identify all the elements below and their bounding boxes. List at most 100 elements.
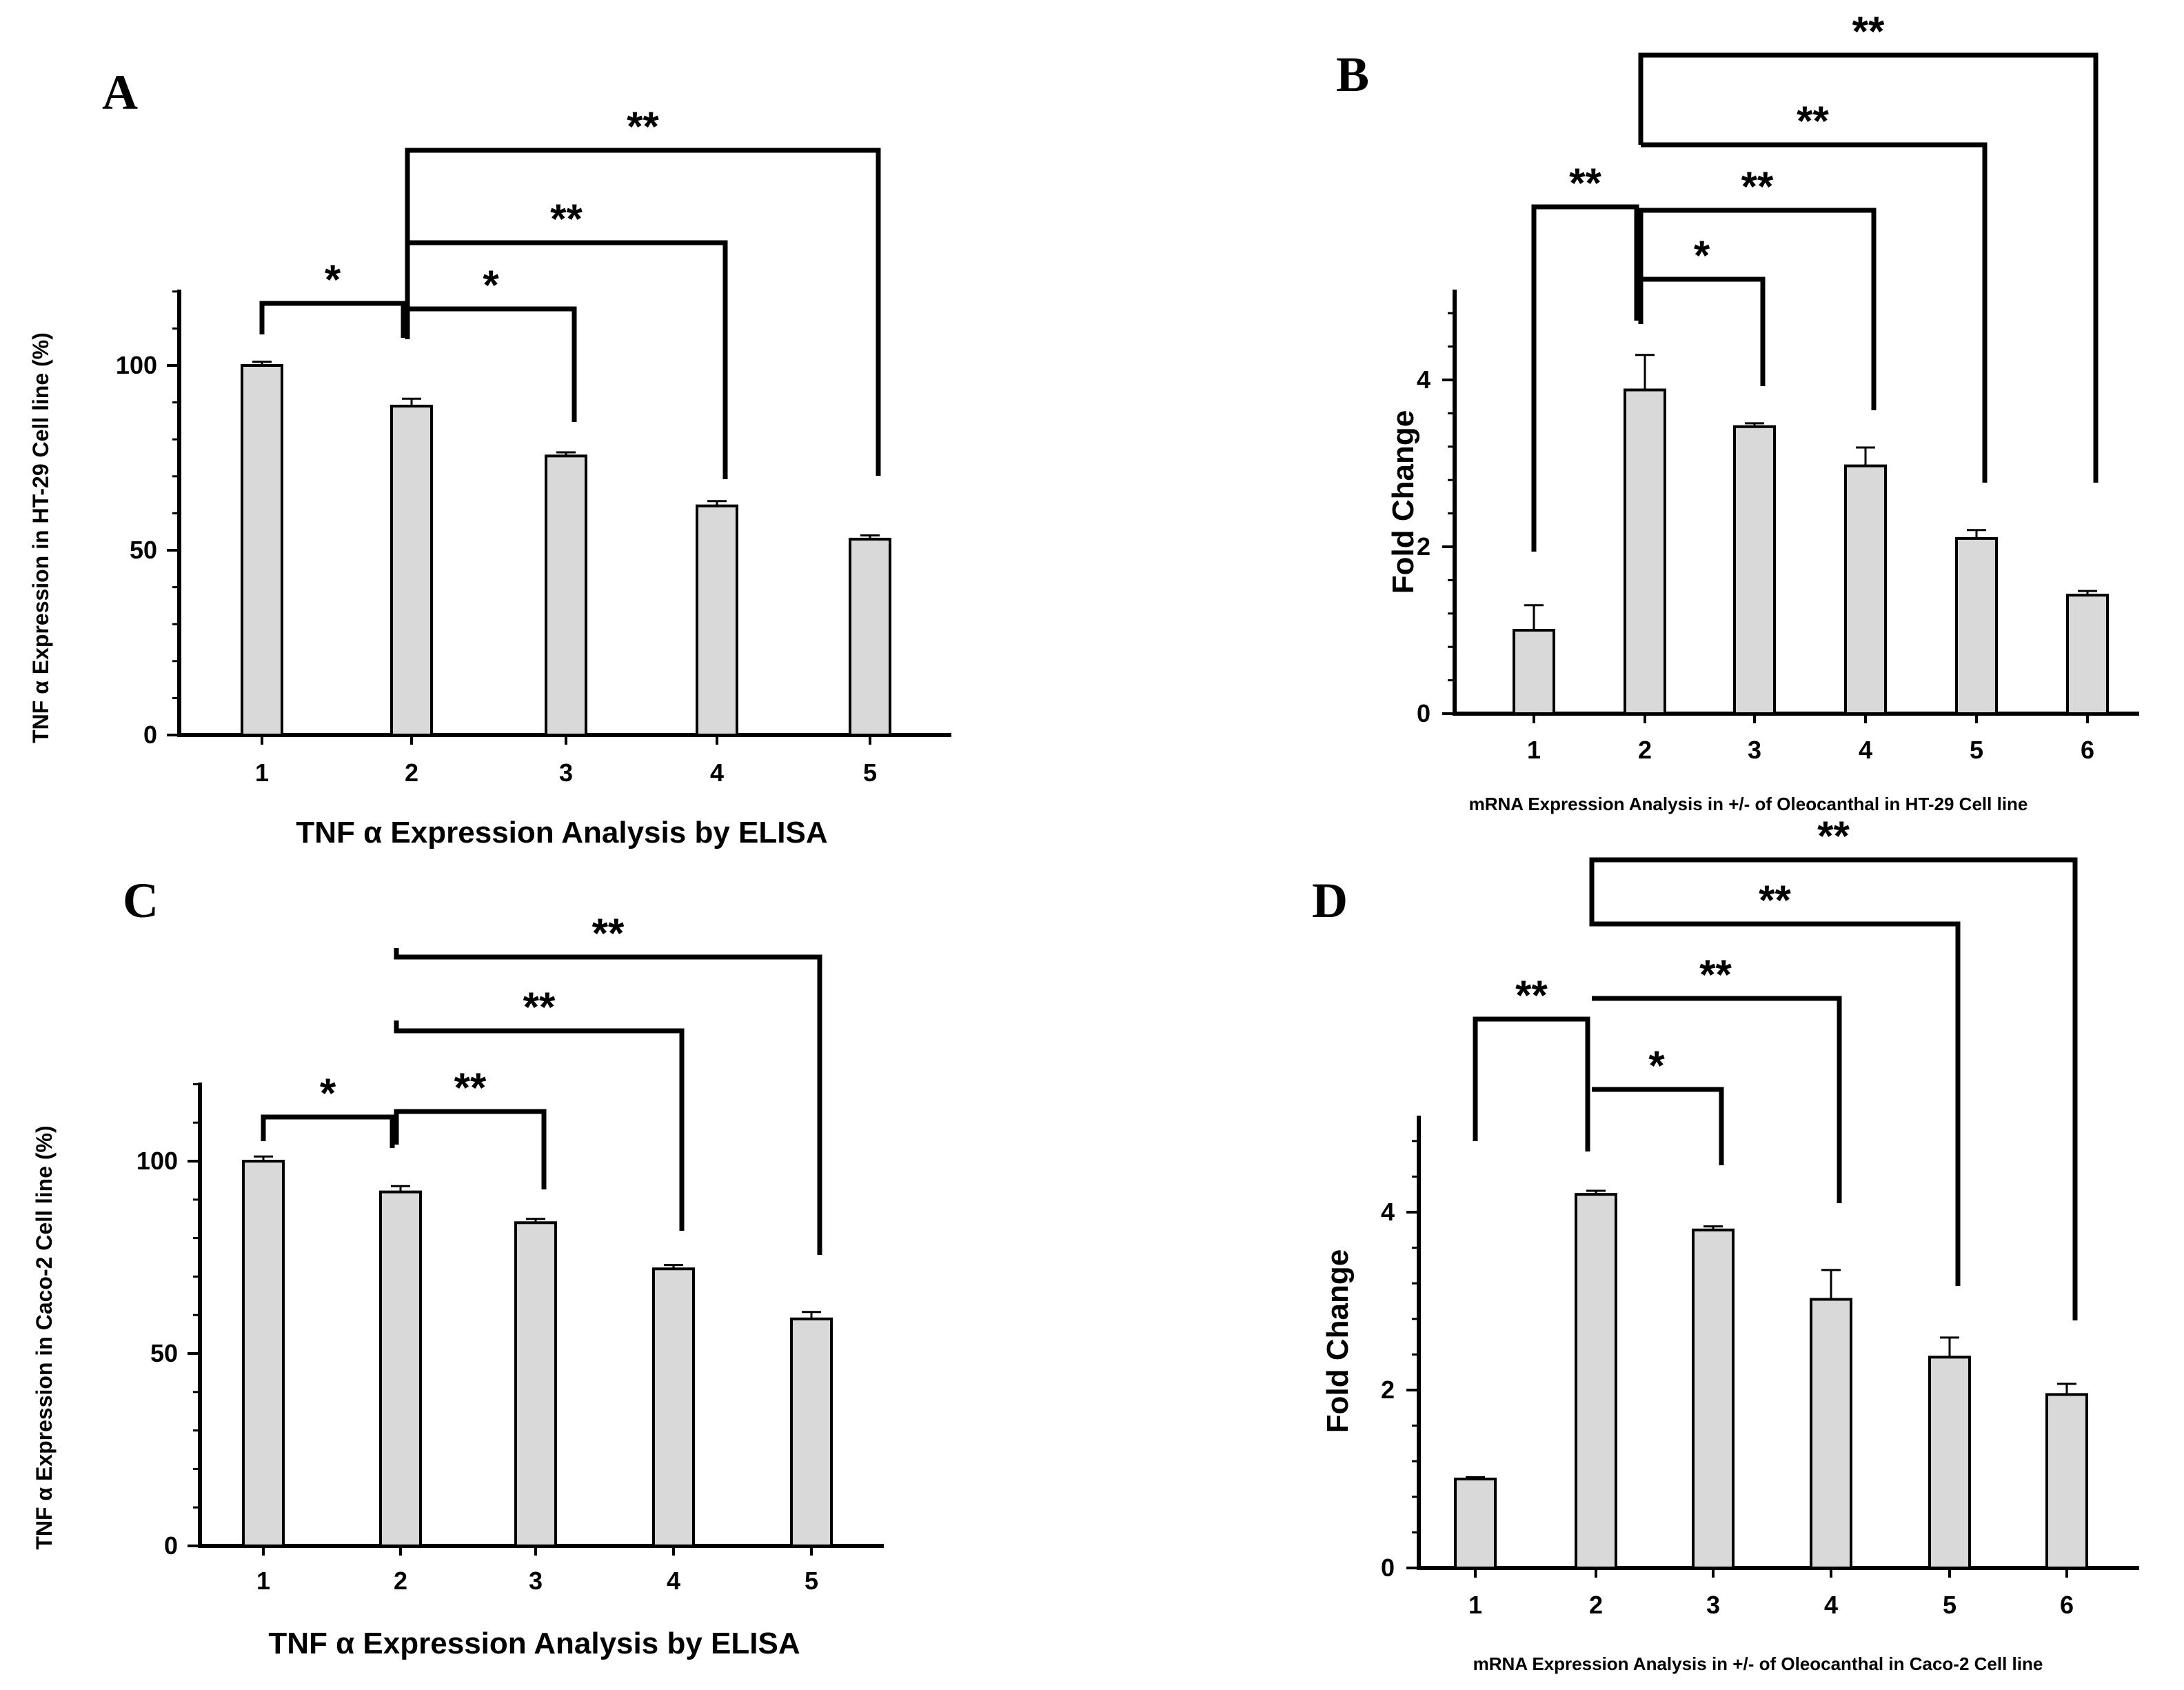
- x-axis-label-a: TNF α Expression Analysis by ELISA: [296, 816, 827, 849]
- bar-4: [1810, 1298, 1852, 1570]
- significance-bracket: [1638, 52, 2099, 483]
- x-tick-label-4: 4: [710, 758, 724, 787]
- significance-label: **: [1817, 813, 1850, 859]
- y-tick-label: 4: [1417, 365, 1430, 394]
- bar-2: [1624, 388, 1666, 716]
- significance-bracket: [259, 301, 406, 338]
- x-tick-label-6: 6: [2081, 736, 2094, 764]
- significance-label: *: [1648, 1043, 1665, 1089]
- x-tick-label-2: 2: [1638, 736, 1652, 764]
- significance-bracket: [261, 1114, 395, 1148]
- x-axis-label-d: mRNA Expression Analysis in +/- of Oleoc…: [1473, 1653, 2043, 1674]
- panel-a: A TNF α Expression in HT-29 Cell line (%…: [28, 65, 951, 849]
- y-axis-label-a: TNF α Expression in HT-29 Cell line (%): [28, 332, 53, 743]
- significance-label: **: [592, 910, 625, 956]
- bar-3: [545, 454, 587, 736]
- x-tick-label-5: 5: [1970, 736, 1983, 764]
- significance-bracket: [1641, 142, 1988, 483]
- bar-4: [696, 504, 738, 736]
- x-tick-label-5: 5: [805, 1567, 818, 1595]
- panel-c: C TNF α Expression in Caco-2 Cell line (…: [32, 873, 884, 1660]
- significance-bracket: [405, 240, 728, 479]
- x-tick-label-2: 2: [394, 1567, 407, 1595]
- significance-label: **: [1759, 877, 1791, 923]
- y-tick-label: 0: [143, 721, 157, 749]
- significance-bracket: [1592, 996, 1842, 1203]
- bar-1: [1513, 629, 1555, 715]
- bar-1: [1454, 1478, 1497, 1569]
- x-tick-label-4: 4: [667, 1567, 680, 1595]
- significance-bracket: [405, 148, 881, 476]
- y-tick-label: 50: [130, 536, 157, 564]
- y-tick-label: 50: [150, 1339, 178, 1367]
- significance-label: **: [1515, 972, 1548, 1018]
- significance-bracket: [1638, 208, 1877, 410]
- significance-label: *: [320, 1070, 336, 1116]
- x-tick-label-3: 3: [1706, 1591, 1720, 1619]
- bar-5: [790, 1317, 833, 1548]
- panel-letter-a: A: [102, 65, 138, 120]
- bar-6: [2045, 1393, 2088, 1569]
- significance-bracket: [394, 1020, 685, 1231]
- significance-label: **: [1741, 163, 1774, 210]
- x-tick-label-1: 1: [1468, 1591, 1482, 1619]
- bar-2: [390, 404, 433, 737]
- significance-bracket: [1592, 1087, 1724, 1165]
- significance-bracket: [394, 1109, 547, 1189]
- bar-3: [514, 1221, 557, 1548]
- significance-label: **: [1699, 952, 1732, 998]
- x-axis-label-c: TNF α Expression Analysis by ELISA: [268, 1627, 800, 1660]
- significance-bracket: [394, 948, 822, 1255]
- bar-1: [242, 1160, 285, 1547]
- significance-bracket: [1589, 903, 1961, 1286]
- bar-2: [1575, 1193, 1617, 1569]
- y-tick-label: 100: [136, 1147, 178, 1175]
- y-tick-label: 100: [116, 351, 157, 379]
- significance-label: **: [523, 984, 556, 1030]
- y-tick-label: 2: [1417, 532, 1430, 561]
- y-tick-label: 0: [1381, 1553, 1395, 1582]
- significance-bracket: [1638, 276, 1766, 386]
- significance-label: **: [1797, 98, 1829, 144]
- significance-label: *: [483, 262, 499, 308]
- bar-1: [241, 364, 283, 736]
- significance-label: *: [1694, 232, 1710, 279]
- bar-2: [379, 1190, 422, 1547]
- y-tick-label: 2: [1381, 1376, 1395, 1404]
- x-tick-label-5: 5: [1943, 1591, 1957, 1619]
- significance-bracket: [1473, 1016, 1590, 1151]
- x-tick-label-1: 1: [256, 1567, 270, 1595]
- x-axis-label-b: mRNA Expression Analysis in +/- of Oleoc…: [1469, 794, 2028, 814]
- x-tick-label-2: 2: [405, 758, 418, 787]
- panel-letter-b: B: [1336, 47, 1369, 102]
- y-tick-label: 0: [164, 1531, 178, 1560]
- x-tick-label-3: 3: [1748, 736, 1761, 764]
- significance-label: **: [1569, 160, 1601, 206]
- bar-3: [1692, 1228, 1735, 1570]
- y-axis-label-b: Fold Change: [1386, 410, 1420, 594]
- panel-letter-d: D: [1312, 873, 1348, 928]
- y-axis-label-d: Fold Change: [1321, 1249, 1355, 1433]
- y-axis-label-c: TNF α Expression in Caco-2 Cell line (%): [32, 1125, 57, 1549]
- y-tick-label: 0: [1417, 699, 1430, 727]
- x-tick-label-2: 2: [1589, 1591, 1603, 1619]
- bar-4: [652, 1267, 695, 1547]
- significance-label: **: [550, 196, 583, 242]
- x-tick-label-3: 3: [529, 1567, 543, 1595]
- x-tick-label-4: 4: [1824, 1591, 1838, 1619]
- significance-bracket: [1589, 857, 2078, 1320]
- significance-label: *: [325, 256, 341, 303]
- bar-4: [1844, 464, 1887, 715]
- panel-letter-c: C: [123, 873, 159, 928]
- bar-5: [1928, 1356, 1971, 1570]
- x-tick-label-6: 6: [2060, 1591, 2074, 1619]
- bar-5: [1955, 536, 1998, 716]
- significance-label: **: [454, 1065, 487, 1111]
- bar-5: [849, 537, 891, 736]
- y-tick-label: 4: [1381, 1198, 1395, 1226]
- x-tick-label-1: 1: [1527, 736, 1541, 764]
- bar-3: [1733, 425, 1776, 715]
- x-tick-label-5: 5: [863, 758, 877, 787]
- panel-d: D Fold Change mRNA Expression Analysis i…: [1312, 813, 2139, 1674]
